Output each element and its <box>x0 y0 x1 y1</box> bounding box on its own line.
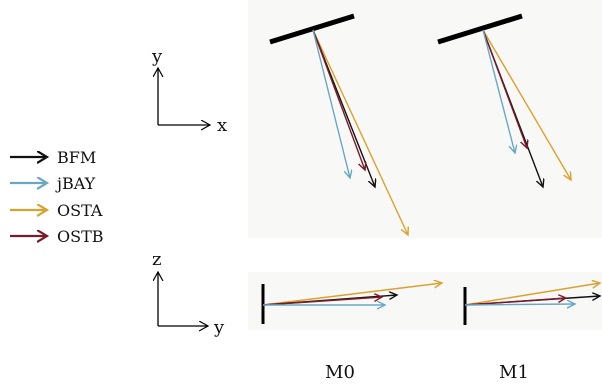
legend-label-ostb: OSTB <box>57 227 104 246</box>
legend-item-bfm: BFM <box>10 148 96 167</box>
panel-label-m1: M1 <box>499 362 529 383</box>
side-view-m0 <box>261 283 442 324</box>
y-axis-label-bottom: y <box>213 317 225 338</box>
ostb-arrow-m0-side <box>262 297 382 306</box>
panel-bottom-background <box>248 272 602 330</box>
jbay-arrow-m1-top <box>482 29 515 153</box>
osta-arrow-m0-side <box>262 283 442 306</box>
ostb-arrow-m1-side <box>464 298 566 306</box>
jbay-arrow-m0-top <box>312 29 350 178</box>
legend-item-osta: OSTA <box>10 201 103 220</box>
panel-top-background <box>248 0 602 238</box>
ostb-arrow-m1-top <box>482 29 527 148</box>
panel-label-m0: M0 <box>325 362 355 383</box>
osta-arrow-m1-side <box>464 283 600 306</box>
x-axis-label: x <box>217 115 227 136</box>
y-axis-label: y <box>151 46 163 67</box>
legend-label-bfm: BFM <box>57 148 96 167</box>
plate-m0-top <box>269 13 355 45</box>
legend-item-ostb: OSTB <box>10 227 104 246</box>
side-view-m1 <box>463 283 600 325</box>
zy-axes-indicator: z y <box>152 249 225 338</box>
legend-item-jbay: jBAY <box>10 174 96 193</box>
ostb-arrow-m0-top <box>312 29 365 170</box>
top-view-m0 <box>269 13 408 235</box>
osta-arrow-m1-top <box>482 29 571 180</box>
legend: BFM jBAY OSTA OSTB <box>10 148 104 246</box>
jbay-arrow-m1-side <box>464 304 575 305</box>
xy-axes-indicator: y x <box>151 46 227 136</box>
legend-label-jbay: jBAY <box>55 174 96 193</box>
plate-m1-top <box>437 13 523 45</box>
top-view-m1 <box>437 13 571 187</box>
z-axis-label: z <box>152 249 161 270</box>
osta-arrow-m0-top <box>312 29 408 235</box>
legend-label-osta: OSTA <box>57 201 103 220</box>
